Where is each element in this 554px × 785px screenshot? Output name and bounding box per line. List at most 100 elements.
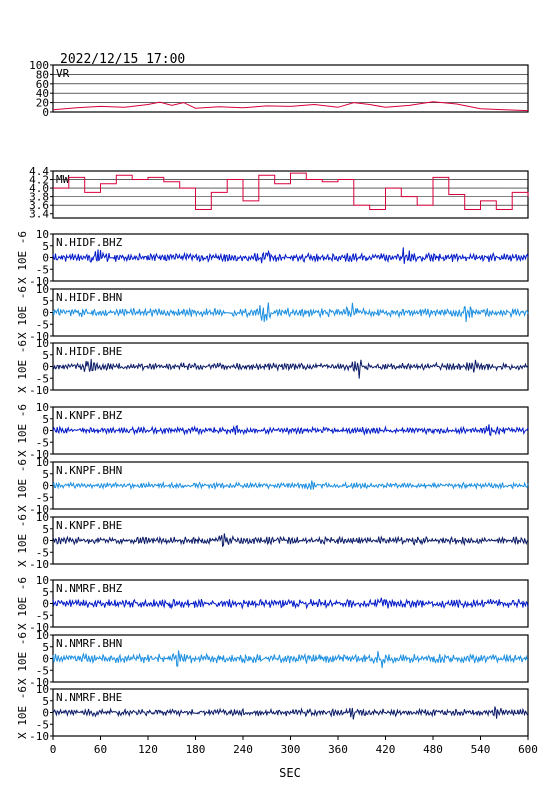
y-tick-label: 100 — [29, 59, 49, 72]
series-line — [52, 650, 528, 668]
y-tick-label: -5 — [36, 318, 49, 331]
y-tick-label: 0 — [42, 307, 49, 320]
y-tick-label: 10 — [36, 283, 49, 296]
y-tick-label: -5 — [36, 664, 49, 677]
y-tick-label: -10 — [29, 621, 49, 634]
y-tick-label: -5 — [36, 718, 49, 731]
series-line — [52, 533, 529, 548]
y-tick-label: -5 — [36, 372, 49, 385]
y-axis-label: X 10E -6 — [16, 686, 29, 739]
y-tick-label: 4.4 — [29, 165, 49, 178]
series-line — [52, 101, 529, 112]
y-tick-label: 0 — [42, 252, 49, 265]
panel-mw: 3.43.63.84.04.24.4 MW — [29, 165, 529, 221]
y-axis-label: X 10E -6 — [16, 404, 29, 457]
panel-label: N.HIDF.BHN — [56, 291, 122, 304]
y-tick-label: 5 — [42, 240, 49, 253]
series-line — [52, 706, 529, 720]
y-tick-label: 5 — [42, 586, 49, 599]
y-tick-label: -5 — [36, 263, 49, 276]
series-line — [52, 424, 529, 437]
series-line — [53, 172, 529, 210]
y-tick-label: 60 — [36, 78, 49, 91]
x-tick-label: 360 — [328, 743, 348, 756]
x-tick-label: 600 — [518, 743, 538, 756]
panel-frame — [52, 579, 529, 628]
y-tick-label: -5 — [36, 546, 49, 559]
y-axis-label: X 10E -6 — [16, 514, 29, 567]
y-tick-label: 0 — [42, 106, 49, 119]
x-tick-label: 240 — [233, 743, 253, 756]
y-tick-label: -10 — [29, 676, 49, 689]
chart-title: 2022/12/15 17:00 — [60, 52, 185, 67]
x-tick-label: 0 — [50, 743, 57, 756]
y-tick-label: 20 — [36, 97, 49, 110]
y-axis-label: X 10E -6 — [16, 340, 29, 393]
x-tick-label: 300 — [281, 743, 301, 756]
y-tick-label: 0 — [42, 480, 49, 493]
x-tick-label: 60 — [94, 743, 107, 756]
series-line — [52, 358, 529, 379]
y-tick-label: 10 — [36, 337, 49, 350]
y-tick-label: 10 — [36, 401, 49, 414]
y-tick-label: 5 — [42, 295, 49, 308]
x-axis-label: SEC — [279, 766, 301, 780]
y-tick-label: 0 — [42, 535, 49, 548]
y-tick-label: -5 — [36, 609, 49, 622]
panels-group: 020406080100VR3.43.63.84.04.24.4MW-10-50… — [16, 59, 529, 743]
y-tick-label: 3.4 — [29, 208, 49, 221]
y-tick-label: 80 — [36, 68, 49, 81]
series-line — [52, 302, 529, 323]
y-tick-label: 0 — [42, 707, 49, 720]
y-tick-label: 3.8 — [29, 191, 49, 204]
y-tick-label: -10 — [29, 384, 49, 397]
y-tick-label: 10 — [36, 574, 49, 587]
y-tick-label: 10 — [36, 629, 49, 642]
panel-frame — [52, 64, 529, 113]
x-tick-label: 120 — [138, 743, 158, 756]
y-tick-label: 10 — [36, 683, 49, 696]
y-tick-label: -5 — [36, 436, 49, 449]
y-axis-label: X 10E -6 — [16, 632, 29, 685]
panel-label: N.NMRF.BHZ — [56, 582, 123, 595]
y-tick-label: 0 — [42, 361, 49, 374]
series-line — [52, 480, 529, 491]
y-tick-label: 40 — [36, 87, 49, 100]
panel-label: N.HIDF.BHE — [56, 345, 122, 358]
panel-label: N.NMRF.BHE — [56, 691, 122, 704]
y-tick-label: 0 — [42, 653, 49, 666]
y-tick-label: -10 — [29, 503, 49, 516]
y-tick-label: 3.6 — [29, 199, 49, 212]
y-tick-label: 10 — [36, 511, 49, 524]
y-tick-label: -10 — [29, 730, 49, 743]
y-tick-label: -10 — [29, 448, 49, 461]
y-tick-label: 0 — [42, 425, 49, 438]
y-axis-label: X 10E -6 — [16, 459, 29, 512]
y-tick-label: 4.0 — [29, 182, 49, 195]
panel-label: VR — [56, 67, 70, 80]
series-line — [52, 247, 529, 264]
y-tick-label: -10 — [29, 330, 49, 343]
x-tick-label: 180 — [186, 743, 206, 756]
x-tick-label: 480 — [423, 743, 443, 756]
y-tick-label: 10 — [36, 228, 49, 241]
y-tick-label: 5 — [42, 413, 49, 426]
y-tick-label: 4.2 — [29, 174, 49, 187]
y-tick-label: 5 — [42, 695, 49, 708]
y-axis-label: X 10E -6 — [16, 577, 29, 630]
panel-label: N.KNPF.BHZ — [56, 409, 123, 422]
y-tick-label: 5 — [42, 641, 49, 654]
x-tick-label: 420 — [376, 743, 396, 756]
panel-label: N.KNPF.BHE — [56, 519, 122, 532]
